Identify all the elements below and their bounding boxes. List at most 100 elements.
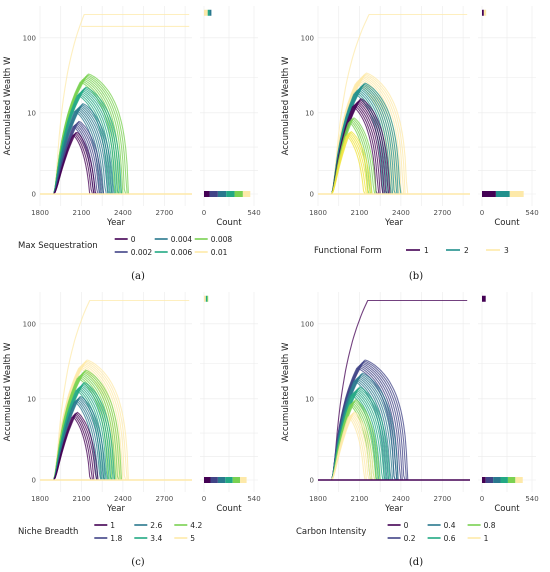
hist-tick-label: 540 [525,495,538,503]
hist-tick-label: 540 [247,209,260,217]
y-axis-title: Accumulated Wealth W [3,56,13,155]
series-line-level-0 [40,299,190,481]
hist-bar-bottom-4 [232,477,241,483]
hist-tick-label: 0 [480,495,484,503]
x-tick-label: 2100 [73,209,91,217]
legend-label: 0 [131,235,136,244]
hist-bar-bottom-4 [234,191,243,197]
y-tick-label: 10 [27,109,36,117]
x-axis-title: Year [106,504,126,514]
hist-axis-title: Count [494,218,520,228]
x-tick-label: 2700 [155,495,173,503]
legend-label: 5 [190,534,195,543]
x-tick-label: 2100 [351,209,369,217]
hist-bar-top-0 [204,295,206,302]
hist-tick-label: 0 [202,495,206,503]
x-tick-label: 2700 [155,209,173,217]
hist-bar-top-2 [209,9,212,16]
x-tick-label: 2100 [73,495,91,503]
hist-bar-bottom-0 [204,477,211,483]
x-tick-label: 2700 [433,495,451,503]
hist-bar-bottom-2 [509,191,524,197]
hist-bar-top-0 [482,295,486,302]
x-axis-title: Year [384,504,404,514]
hist-bar-bottom-1 [210,477,218,483]
legend-label: 2.6 [150,521,162,530]
hist-bar-top-0 [204,9,208,16]
hist-tick-label: 0 [202,209,206,217]
x-tick-label: 1800 [31,495,49,503]
legend-label: 1 [110,521,115,530]
y-tick-label: 10 [305,395,314,403]
hist-tick-label: 0 [480,209,484,217]
hist-bar-bottom-1 [495,191,510,197]
hist-bar-bottom-2 [217,477,226,483]
y-tick-label: 10 [27,395,36,403]
hist-bar-bottom-1 [485,477,494,483]
hist-axis-title: Count [216,218,242,228]
x-tick-label: 1800 [309,495,327,503]
hist-bar-top-1 [483,9,487,16]
chart-panel-a: 0 10 100 1800 2100 2400 2700 0 540 Year Count Accum… [3,6,261,282]
hist-bar-bottom-0 [204,191,210,197]
x-tick-label: 2100 [351,495,369,503]
histogram [482,295,523,483]
y-tick-label: 0 [310,477,314,485]
hist-bar-top-0 [482,9,484,16]
legend-label: 2 [464,246,469,255]
y-tick-label: 0 [32,477,36,485]
panel-label: (b) [409,271,423,282]
hist-bar-top-1 [207,9,210,16]
histogram [204,295,247,483]
hist-bar-bottom-3 [225,477,233,483]
hist-bar-bottom-3 [500,477,508,483]
y-tick-label: 100 [301,320,314,328]
legend-label: 3 [504,246,509,255]
y-tick-label: 0 [32,191,36,199]
legend-label: 0.006 [171,248,193,257]
series-line-level-4 [318,400,468,481]
hist-bar-bottom-4 [507,477,516,483]
legend-label: 1 [484,534,489,543]
panel-label: (d) [409,557,423,568]
series-lines [318,299,470,481]
series-lines [40,13,192,195]
hist-bar-bottom-2 [493,477,501,483]
legend-label: 0 [404,521,409,530]
legend-label: 3.4 [150,534,162,543]
chart-panel-c: 0 10 100 1800 2100 2400 2700 0 540 Year Count Accum… [3,292,261,568]
histogram [204,9,251,197]
series-lines [40,299,192,481]
hist-tick-label: 540 [525,209,538,217]
legend-label: 0.002 [131,248,153,257]
histogram [482,9,524,197]
y-tick-label: 100 [23,34,36,42]
series-lines [318,13,470,195]
y-tick-label: 100 [23,320,36,328]
y-axis-title: Accumulated Wealth W [281,342,291,441]
legend-label: 0.6 [444,534,456,543]
x-tick-label: 2400 [114,495,132,503]
y-axis-title: Accumulated Wealth W [3,342,13,441]
series-line-level-0 [318,13,468,195]
hist-bar-bottom-5 [240,477,247,483]
legend-label: 0.008 [211,235,233,244]
series-line-level-0 [318,299,468,481]
legend-label: 1.8 [110,534,122,543]
x-tick-label: 1800 [309,209,327,217]
chart-panel-b: 0 10 100 1800 2100 2400 2700 0 540 Year Count Accum… [281,6,539,282]
legend-label: 4.2 [190,521,202,530]
panel-label: (a) [131,271,145,282]
hist-axis-title: Count [494,504,520,514]
x-axis-title: Year [384,218,404,228]
legend-title: Max Sequestration [18,241,98,251]
x-axis-title: Year [106,218,126,228]
x-tick-label: 2700 [433,209,451,217]
hist-bar-bottom-0 [482,477,486,483]
legend-title: Carbon Intensity [296,527,366,537]
hist-bar-bottom-1 [209,191,218,197]
series-line-level-0 [40,13,190,195]
legend: Niche Breadth 1 1.8 2.6 3.4 4.2 5 [18,521,202,543]
